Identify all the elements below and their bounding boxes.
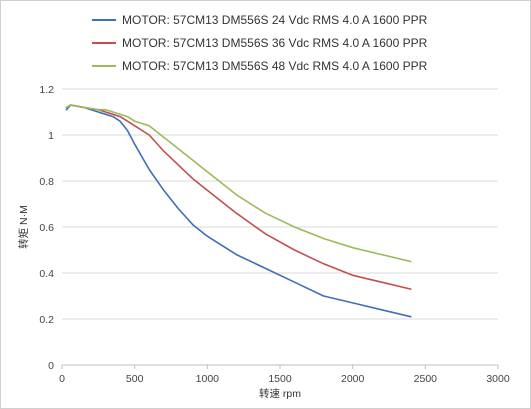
series-line-3 bbox=[65, 104, 412, 263]
legend-label-3: MOTOR: 57CM13 DM556S 48 Vdc RMS 4.0 A 16… bbox=[122, 59, 428, 73]
axes: 0 0.2 0.4 0.6 0.8 1 1.2 0 500 1000 1500 2000 2500 300… bbox=[39, 84, 509, 385]
grid-lines bbox=[62, 88, 498, 320]
y-tick-label: 0.2 bbox=[39, 314, 54, 326]
legend: MOTOR: 57CM13 DM556S 24 Vdc RMS 4.0 A 16… bbox=[92, 13, 428, 73]
x-tick-label: 3000 bbox=[486, 373, 510, 385]
series-line-1 bbox=[65, 104, 412, 318]
y-tick-label: 0.6 bbox=[39, 222, 54, 234]
x-axis-title: 转速 rpm bbox=[259, 387, 301, 400]
legend-label-2: MOTOR: 57CM13 DM556S 36 Vdc RMS 4.0 A 16… bbox=[122, 36, 428, 50]
y-tick-label: 0.4 bbox=[39, 268, 54, 280]
x-tick-label: 1500 bbox=[268, 373, 292, 385]
legend-label-1: MOTOR: 57CM13 DM556S 24 Vdc RMS 4.0 A 16… bbox=[122, 13, 428, 27]
y-tick-label: 0.8 bbox=[39, 176, 54, 188]
x-tick-label: 2000 bbox=[341, 373, 365, 385]
y-tick-label: 0 bbox=[48, 360, 54, 372]
x-tick-label: 2500 bbox=[414, 373, 438, 385]
x-tick-label: 1000 bbox=[196, 373, 220, 385]
series-lines bbox=[65, 104, 412, 318]
y-tick-label: 1.2 bbox=[39, 84, 54, 96]
x-tick-label: 500 bbox=[126, 373, 144, 385]
y-tick-label: 1 bbox=[48, 130, 54, 142]
x-tick-label: 0 bbox=[59, 373, 65, 385]
y-axis-title: 转矩 N·M bbox=[17, 205, 30, 249]
